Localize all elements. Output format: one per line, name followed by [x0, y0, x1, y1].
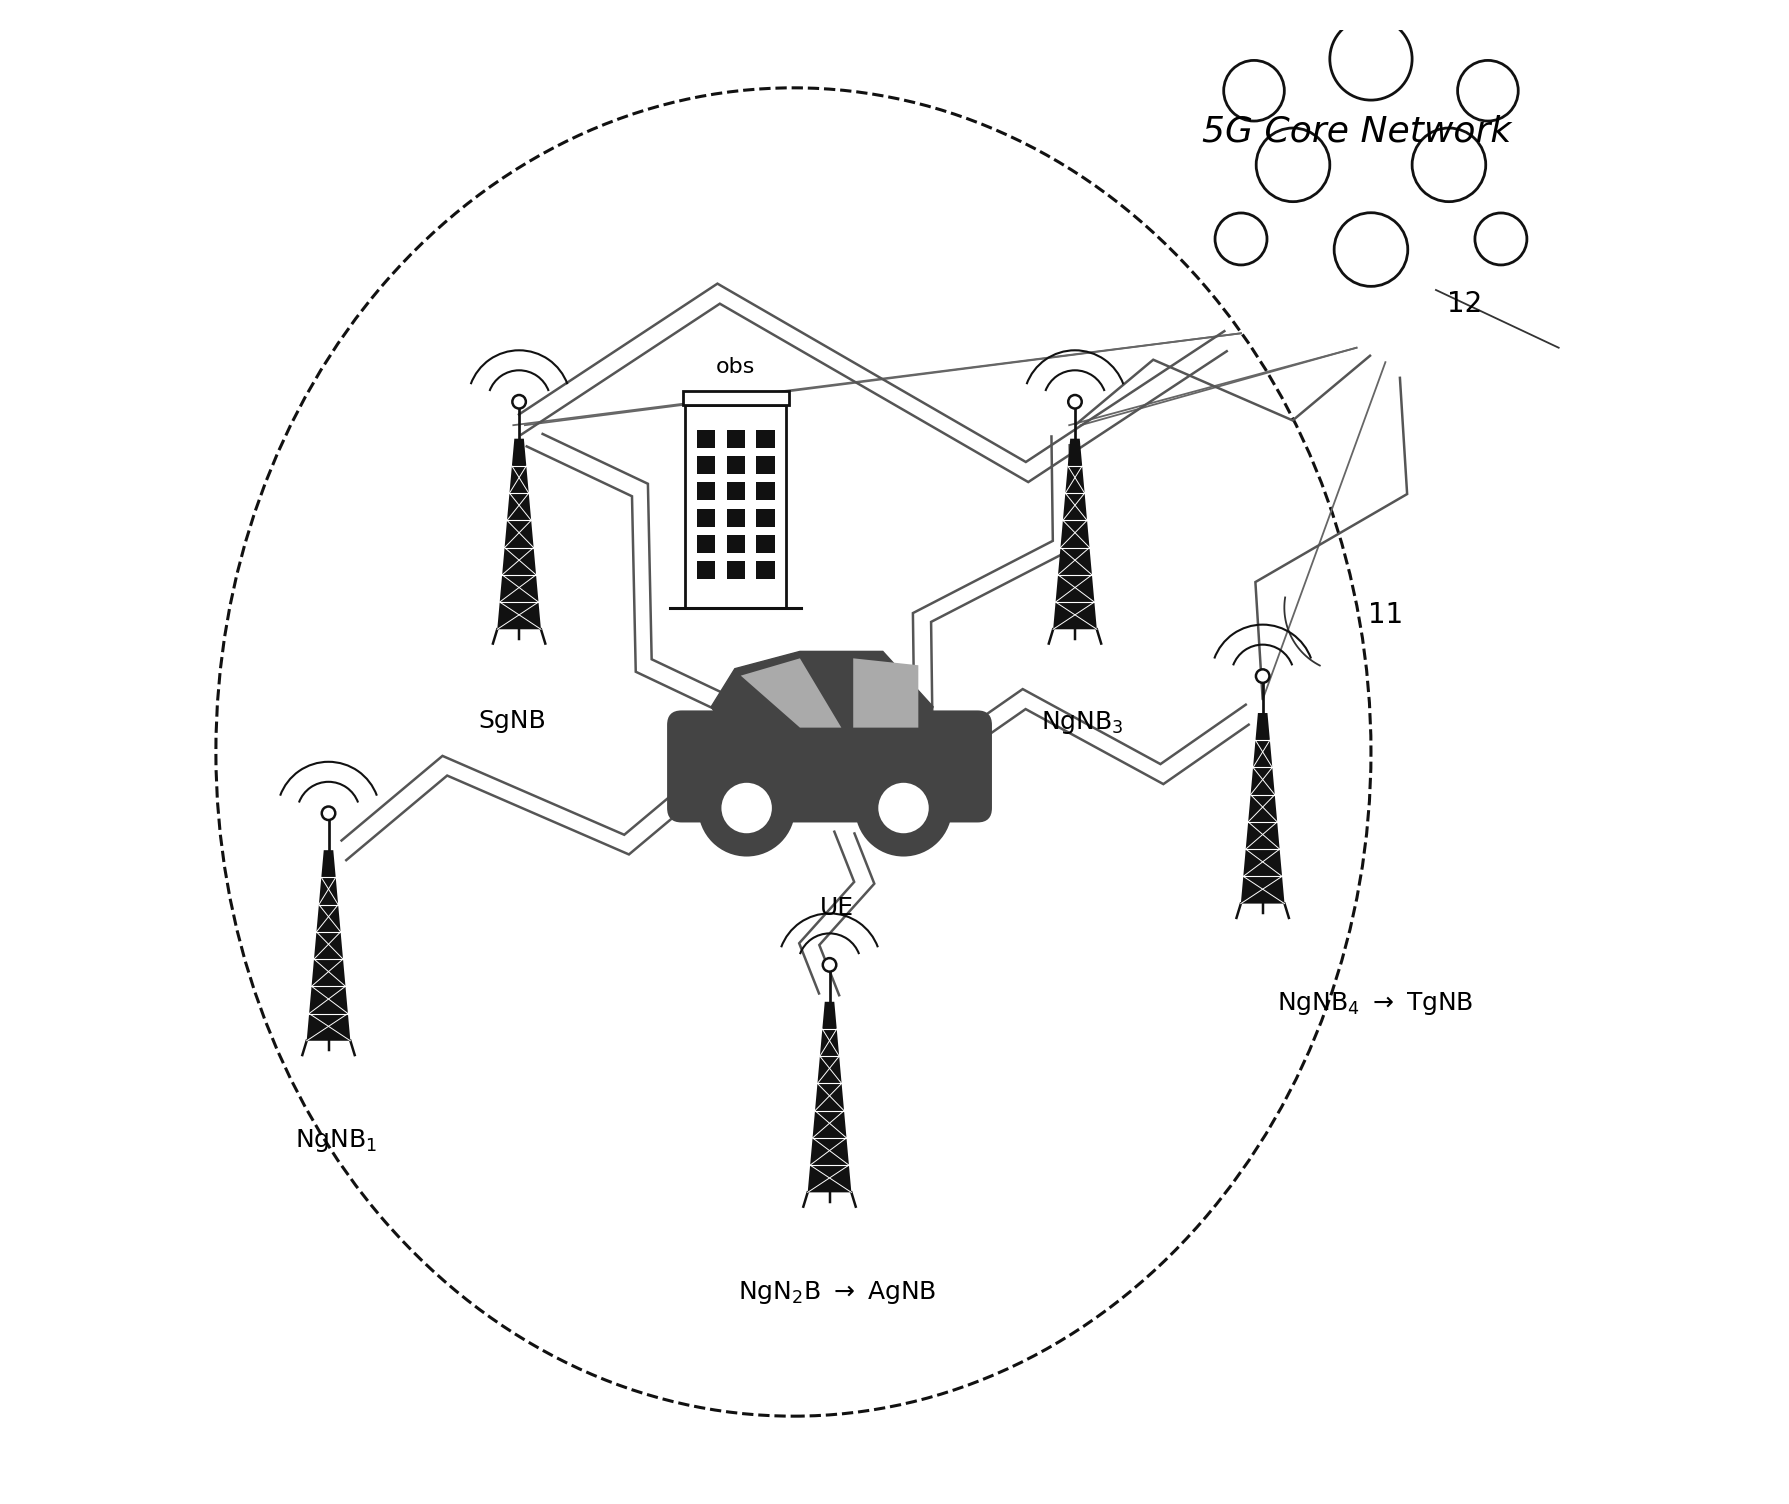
Polygon shape — [741, 659, 841, 728]
Text: NgN$_2$B $\rightarrow$ AgNB: NgN$_2$B $\rightarrow$ AgNB — [737, 1278, 936, 1305]
Circle shape — [1335, 212, 1408, 286]
Circle shape — [1229, 66, 1279, 116]
Bar — [696, 430, 716, 448]
FancyBboxPatch shape — [667, 710, 991, 823]
Text: 12: 12 — [1447, 290, 1483, 319]
Circle shape — [823, 958, 835, 972]
Bar — [726, 508, 744, 526]
Circle shape — [512, 396, 526, 409]
Polygon shape — [1242, 713, 1285, 904]
Bar — [757, 483, 775, 501]
Circle shape — [698, 760, 794, 857]
Text: NgNB$_3$: NgNB$_3$ — [1041, 708, 1123, 735]
Text: NgNB$_4$ $\rightarrow$ TgNB: NgNB$_4$ $\rightarrow$ TgNB — [1277, 990, 1474, 1017]
Bar — [757, 508, 775, 526]
Circle shape — [721, 782, 771, 833]
Circle shape — [1419, 135, 1480, 196]
Circle shape — [1215, 214, 1267, 265]
Bar — [726, 561, 744, 579]
Bar — [757, 430, 775, 448]
Bar — [757, 456, 775, 474]
Circle shape — [1336, 26, 1404, 93]
Circle shape — [1220, 218, 1263, 260]
Bar — [696, 508, 716, 526]
Circle shape — [1463, 66, 1513, 116]
Bar — [696, 561, 716, 579]
Bar — [726, 535, 744, 553]
Text: 5G Core Network: 5G Core Network — [1202, 114, 1512, 149]
Circle shape — [1474, 214, 1526, 265]
Polygon shape — [712, 651, 934, 741]
Text: 11: 11 — [1369, 600, 1403, 629]
Bar — [757, 561, 775, 579]
Text: SgNB: SgNB — [478, 708, 546, 732]
Bar — [683, 391, 789, 406]
Bar — [696, 535, 716, 553]
Bar — [696, 456, 716, 474]
Polygon shape — [306, 850, 351, 1041]
Circle shape — [1256, 128, 1329, 202]
Bar — [757, 535, 775, 553]
Text: obs: obs — [716, 356, 755, 376]
Text: UE: UE — [819, 896, 853, 920]
Circle shape — [1068, 396, 1082, 409]
Polygon shape — [497, 439, 540, 629]
Circle shape — [1480, 218, 1522, 260]
Bar — [726, 483, 744, 501]
Bar — [726, 456, 744, 474]
Circle shape — [855, 760, 952, 857]
Polygon shape — [934, 741, 977, 808]
Circle shape — [1329, 18, 1412, 101]
Polygon shape — [682, 741, 726, 808]
Circle shape — [1263, 135, 1324, 196]
Bar — [685, 406, 785, 608]
Circle shape — [322, 806, 335, 820]
Polygon shape — [1054, 439, 1097, 629]
Circle shape — [1412, 128, 1485, 202]
Circle shape — [1458, 60, 1519, 120]
Text: NgNB$_1$: NgNB$_1$ — [295, 1128, 377, 1155]
Circle shape — [1340, 220, 1401, 280]
Circle shape — [1224, 60, 1285, 120]
Circle shape — [1256, 669, 1270, 683]
Polygon shape — [853, 659, 918, 728]
Bar — [726, 430, 744, 448]
Circle shape — [878, 782, 928, 833]
Bar — [696, 483, 716, 501]
Polygon shape — [807, 1002, 852, 1193]
